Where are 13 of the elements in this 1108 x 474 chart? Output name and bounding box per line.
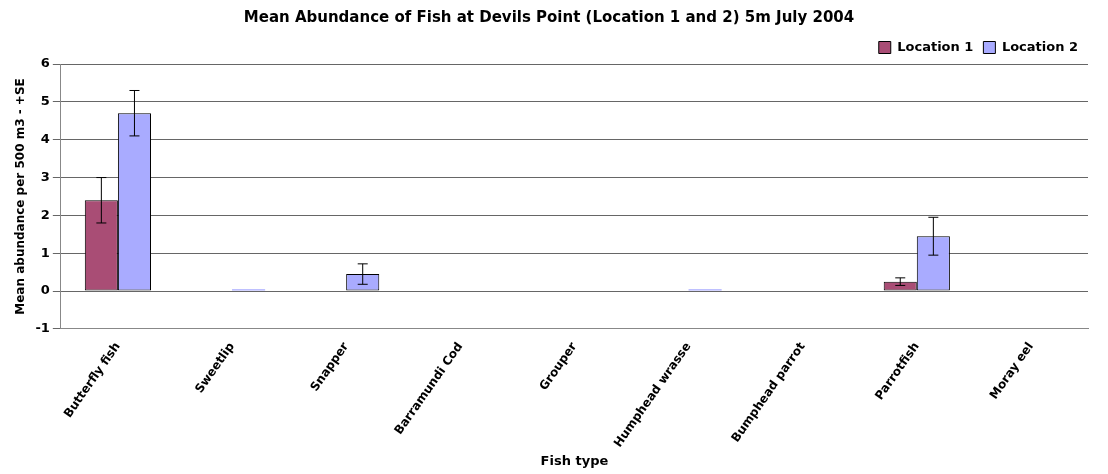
y-tick-label: 2 bbox=[40, 206, 50, 222]
legend-label: Location 2 bbox=[1001, 38, 1078, 54]
y-tick-label: 0 bbox=[40, 282, 50, 298]
x-axis-title: Fish type bbox=[540, 452, 609, 468]
legend-label: Location 1 bbox=[897, 38, 974, 54]
y-tick-label: 1 bbox=[40, 244, 50, 260]
y-tick-label: 4 bbox=[40, 131, 50, 147]
y-tick-label: -1 bbox=[35, 320, 50, 336]
y-tick-label: 6 bbox=[40, 55, 50, 71]
chart-title: Mean Abundance of Fish at Devils Point (Location 1 and 2) 5m July 2004 bbox=[243, 7, 855, 26]
y-tick-label: 3 bbox=[40, 168, 50, 184]
y-tick-label: 5 bbox=[40, 93, 50, 109]
y-axis-title: Mean abundance per 500 m3 - +SE bbox=[13, 78, 28, 315]
